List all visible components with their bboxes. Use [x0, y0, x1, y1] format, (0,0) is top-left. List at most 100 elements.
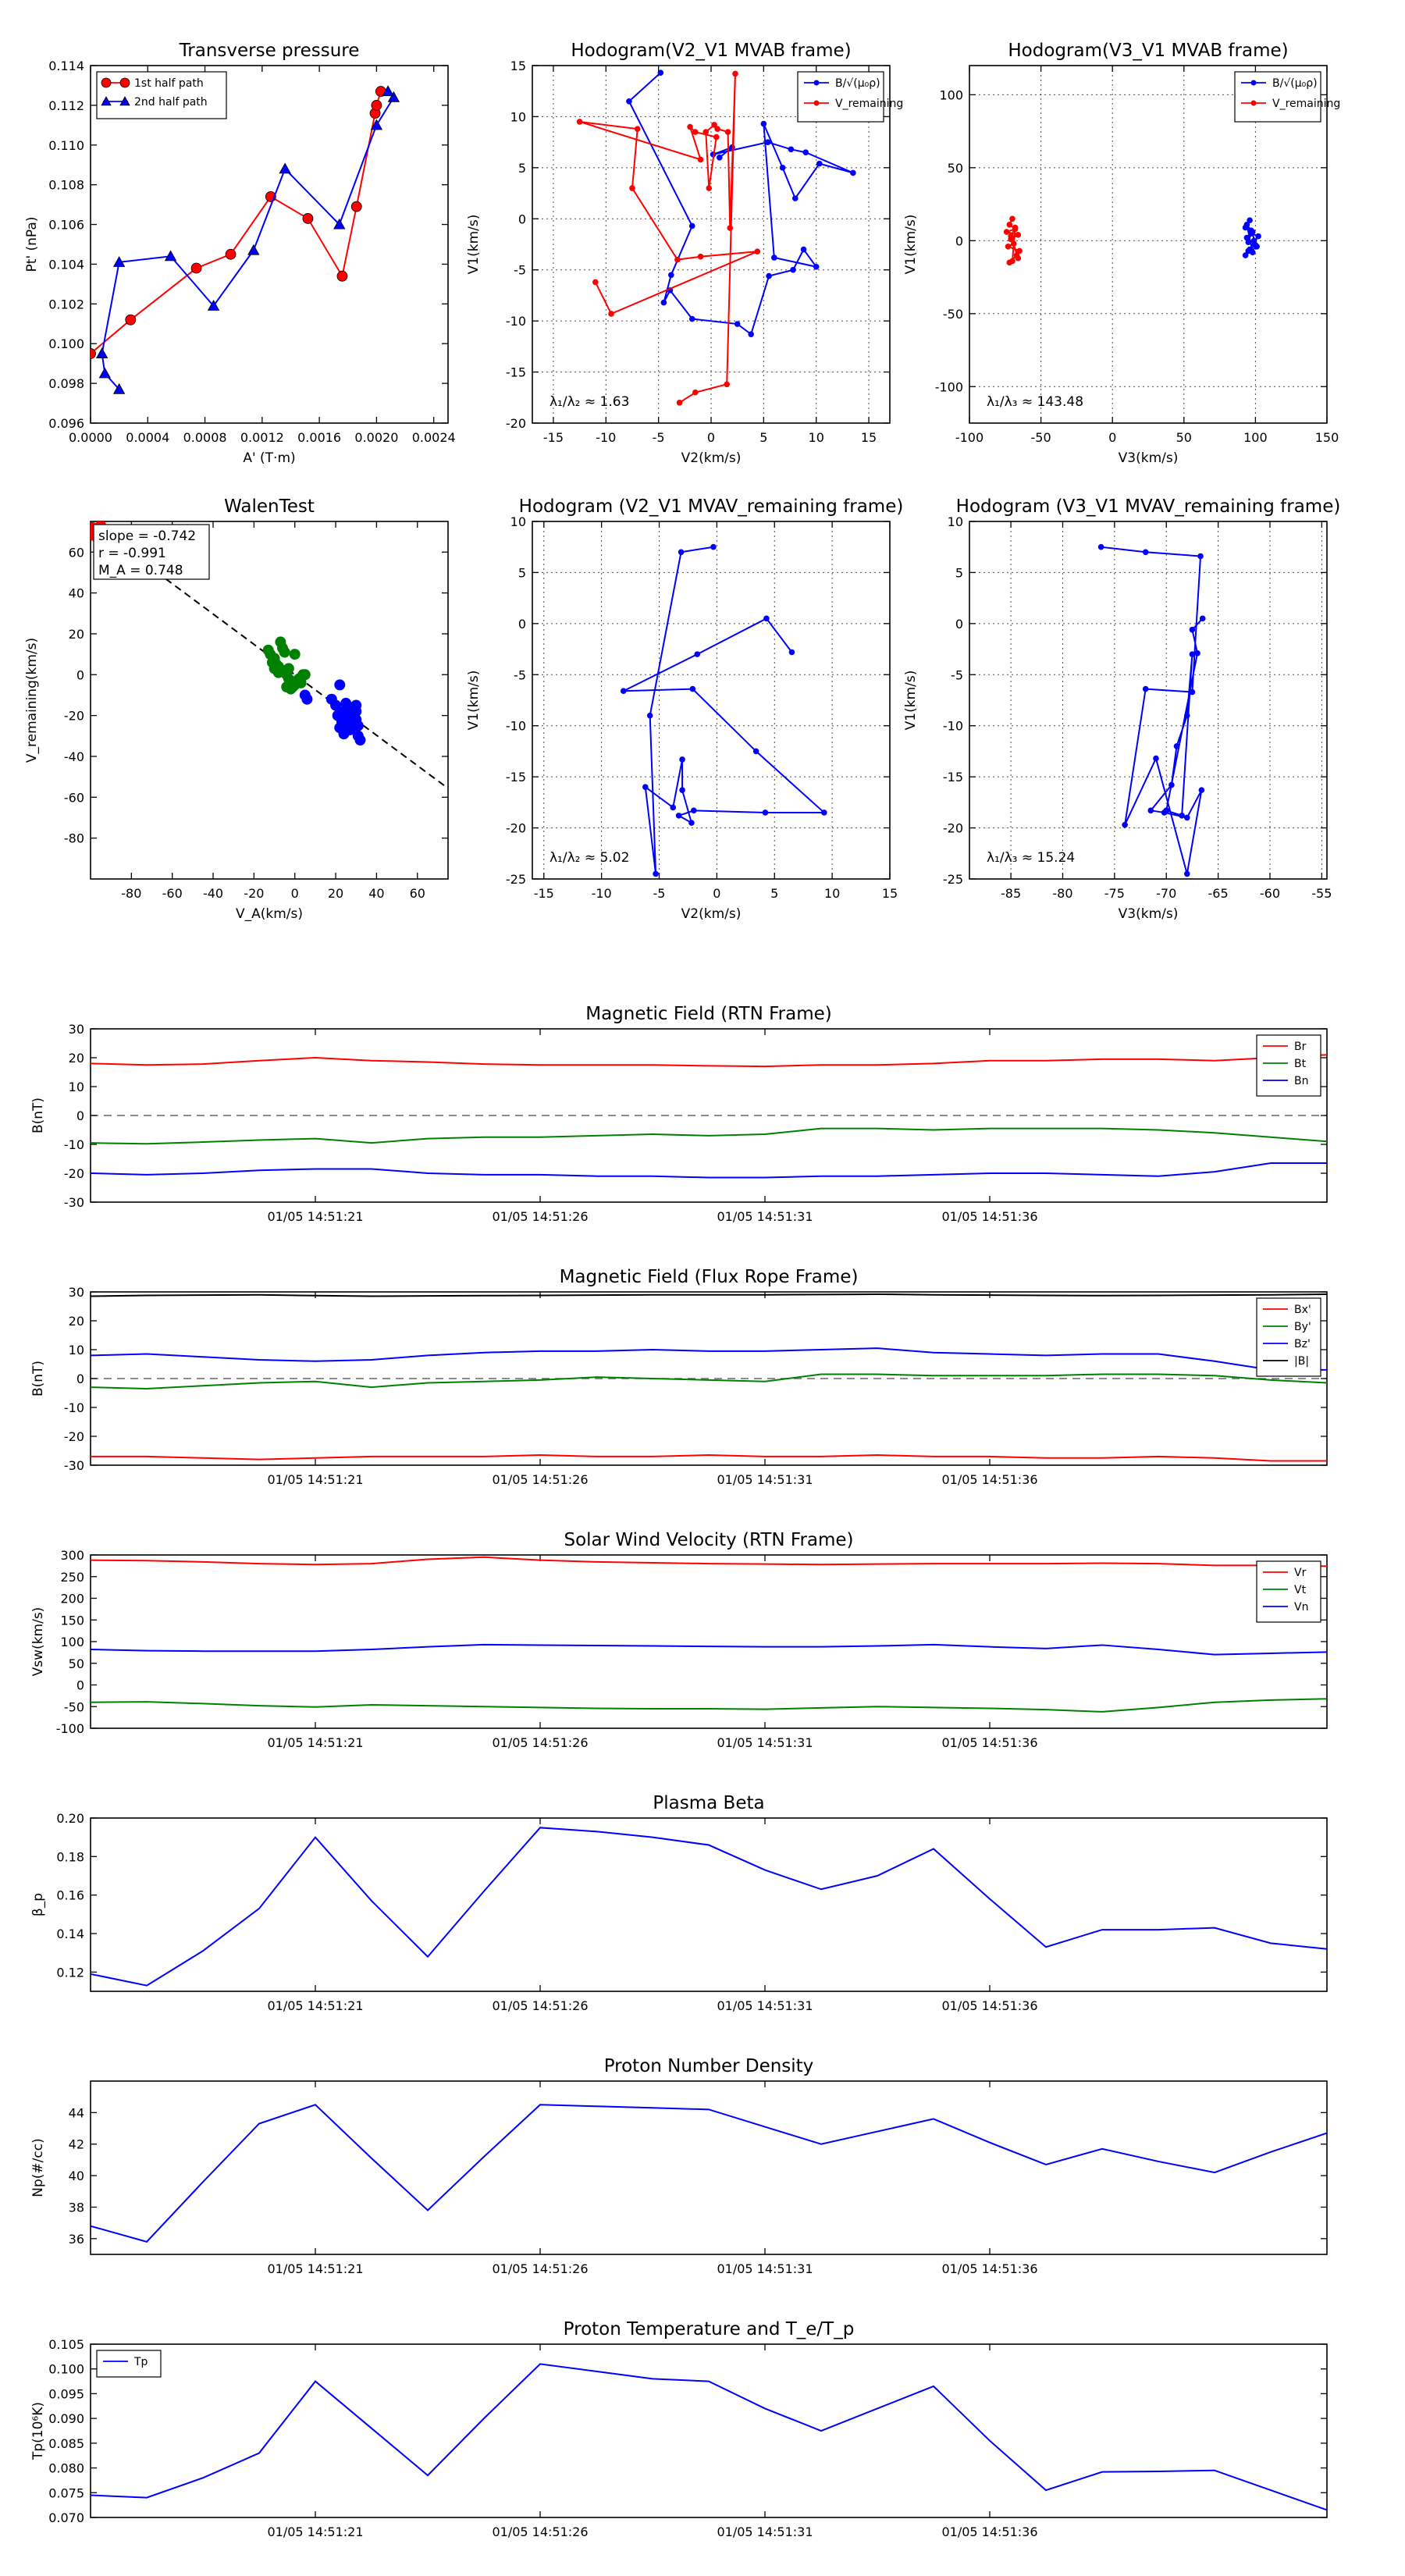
chart-panel-11: 0.070 0.075 0.080 0.085 0.090 0.095 0.100 0.105… [30, 2319, 1328, 2539]
y-tick-label: 0.20 [56, 1811, 84, 1826]
data-point [790, 266, 796, 273]
y-tick-label: 0.075 [48, 2485, 84, 2500]
data-point [269, 663, 280, 674]
y-tick-label: -15 [506, 365, 526, 380]
legend-label: Tp [133, 2356, 148, 2368]
data-point [1168, 781, 1175, 788]
y-tick-label: 0.108 [48, 178, 84, 193]
data-point [1189, 688, 1196, 696]
series-line [91, 1127, 1327, 1145]
data-point [1247, 217, 1253, 223]
plot-area [91, 1293, 1327, 1462]
data-point [225, 248, 237, 260]
x-tick-label: -75 [1104, 886, 1125, 901]
x-tick-label: -85 [1001, 886, 1021, 901]
data-point [1122, 821, 1128, 828]
chart-title: Solar Wind Velocity (RTN Frame) [564, 1530, 853, 1550]
x-axis-label: V3(km/s) [1119, 450, 1179, 466]
y-tick-label: -20 [64, 709, 84, 724]
data-point [1153, 755, 1159, 762]
data-point [125, 314, 137, 326]
y-tick-label: -20 [64, 1166, 84, 1181]
axes-frame [90, 2080, 1328, 2255]
data-point [91, 348, 96, 359]
y-tick-label: 10 [69, 1343, 84, 1357]
x-axis-label: A' (T·m) [243, 450, 295, 466]
eigenvalue-ratio-annotation: λ₁/λ₂ ≈ 5.02 [550, 850, 629, 866]
x-tick-label: -40 [203, 886, 223, 901]
x-tick-label: -70 [1156, 886, 1176, 901]
y-tick-label: 0 [955, 233, 963, 248]
x-tick-label: 01/05 14:51:26 [492, 1472, 588, 1487]
x-tick-label: 10 [809, 430, 824, 445]
data-point [714, 126, 720, 132]
data-point [692, 129, 699, 135]
data-point [710, 543, 717, 550]
legend: Tp [96, 2350, 162, 2378]
data-point [626, 98, 632, 105]
data-point [764, 139, 771, 145]
x-tick-label: -50 [1031, 430, 1051, 445]
y-axis-label: V_remaining(km/s) [24, 638, 40, 763]
data-point [724, 129, 731, 135]
data-point [1008, 233, 1014, 240]
stats-box [93, 524, 210, 580]
x-tick-label: -65 [1208, 886, 1229, 901]
data-point [679, 756, 685, 763]
x-tick-label: -5 [653, 886, 666, 901]
data-point [646, 712, 653, 719]
x-tick-label: 01/05 14:51:21 [267, 2261, 363, 2276]
data-point [697, 156, 704, 163]
x-tick-label: 01/05 14:51:21 [267, 1472, 363, 1487]
data-point [302, 213, 314, 224]
y-tick-label: 0.098 [48, 376, 84, 391]
legend-label: Bz' [1294, 1338, 1311, 1350]
data-point [1009, 215, 1016, 222]
x-tick-label: -100 [955, 430, 984, 445]
data-point [642, 784, 649, 791]
data-point [791, 195, 799, 201]
y-tick-label: 0.104 [48, 257, 84, 272]
y-tick-label: 0.18 [56, 1849, 84, 1864]
data-point [689, 685, 696, 692]
axes-frame [969, 65, 1328, 424]
data-point [766, 272, 772, 279]
y-tick-label: 10 [510, 109, 526, 124]
x-tick-label: 0.0024 [412, 430, 456, 445]
stats-line: M_A = 0.748 [98, 563, 183, 578]
y-tick-label: 36 [69, 2232, 84, 2247]
data-point [1009, 258, 1016, 265]
x-tick-label: 01/05 14:51:21 [267, 1735, 363, 1750]
y-tick-label: 100 [939, 87, 963, 102]
data-point [675, 813, 682, 819]
x-tick-label: -80 [1052, 886, 1072, 901]
data-point [1006, 221, 1013, 228]
data-point [283, 663, 294, 674]
data-point [674, 256, 681, 263]
y-axis-label: V1(km/s) [903, 215, 919, 275]
x-tick-label: 50 [1176, 430, 1192, 445]
y-tick-label: -50 [64, 1699, 84, 1714]
series-line [1101, 546, 1204, 874]
data-point [330, 699, 342, 711]
y-tick-label: -10 [506, 719, 526, 734]
data-point [657, 69, 664, 76]
plot-area [91, 2104, 1327, 2243]
x-tick-label: 01/05 14:51:21 [267, 1998, 363, 2013]
data-point [1189, 651, 1196, 657]
data-point [338, 728, 350, 740]
x-tick-label: 01/05 14:51:36 [941, 2524, 1037, 2539]
data-point [727, 225, 734, 231]
x-tick-label: 0.0000 [69, 430, 112, 445]
data-point [688, 222, 695, 229]
data-point [1142, 685, 1149, 692]
y-tick-label: 20 [69, 1051, 84, 1066]
y-tick-label: -10 [64, 1137, 84, 1152]
x-tick-label: 01/05 14:51:21 [267, 2524, 363, 2539]
y-tick-label: 15 [510, 59, 526, 73]
y-axis-label: Np(#/cc) [30, 2138, 46, 2197]
x-tick-label: 01/05 14:51:31 [717, 1472, 813, 1487]
data-point [1248, 227, 1254, 234]
eigenvalue-ratio-annotation: λ₁/λ₃ ≈ 143.48 [987, 394, 1083, 410]
eigenvalue-ratio-annotation: λ₁/λ₂ ≈ 1.63 [550, 394, 629, 410]
